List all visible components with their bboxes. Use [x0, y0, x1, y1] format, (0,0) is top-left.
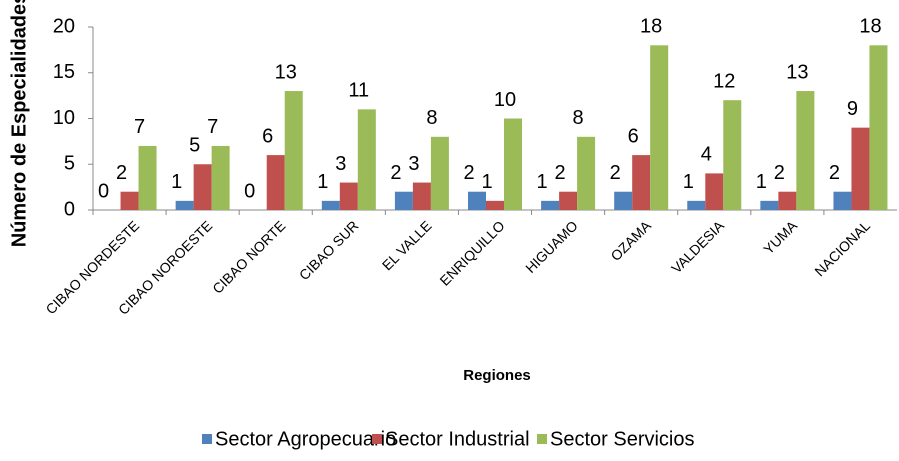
- bar: [175, 200, 194, 210]
- bar: [705, 173, 724, 210]
- bar: [321, 200, 340, 210]
- bar: [412, 182, 431, 210]
- y-tick-label: 5: [64, 153, 75, 175]
- x-tick-label: EL VALLE: [379, 217, 435, 273]
- data-label: 9: [847, 98, 858, 120]
- data-label: 1: [171, 171, 182, 193]
- x-tick-label: CIBAO SUR: [296, 217, 362, 283]
- data-label: 6: [628, 125, 639, 147]
- bar: [614, 191, 633, 210]
- bar: [468, 191, 486, 210]
- data-label: 0: [98, 180, 109, 202]
- bar: [394, 191, 413, 210]
- y-tick-label: 15: [53, 61, 75, 83]
- bar: [284, 91, 303, 210]
- data-label: 3: [335, 153, 346, 175]
- data-label: 1: [756, 171, 767, 193]
- data-label: 8: [426, 107, 437, 129]
- data-label: 4: [701, 144, 712, 166]
- data-label: 2: [390, 162, 401, 184]
- data-label: 2: [774, 162, 785, 184]
- y-tick-label: 20: [53, 15, 75, 37]
- bar: [632, 155, 651, 210]
- bar: [339, 182, 358, 210]
- bar: [357, 109, 376, 210]
- bar: [577, 136, 596, 210]
- bar: [430, 136, 449, 210]
- x-tick-label: VALDESIA: [668, 217, 727, 276]
- data-label: 2: [555, 162, 566, 184]
- data-label: 1: [317, 171, 328, 193]
- data-label: 2: [116, 162, 127, 184]
- x-tick-label: YUMA: [760, 217, 800, 257]
- bar: [120, 191, 139, 210]
- data-label: 2: [463, 162, 474, 184]
- data-label: 18: [859, 16, 881, 38]
- legend-swatch: [372, 434, 382, 444]
- data-label: 8: [573, 107, 584, 129]
- bar: [851, 127, 870, 210]
- data-label: 0: [244, 180, 255, 202]
- legend-label: Sector Agropecuario: [215, 428, 396, 450]
- x-tick-label: HIGUAMO: [522, 217, 581, 276]
- bar: [687, 200, 706, 210]
- bar: [796, 91, 815, 210]
- data-label: 12: [713, 70, 735, 92]
- legend-swatch: [202, 434, 212, 444]
- data-label: 13: [786, 61, 808, 83]
- legend-label: Sector Servicios: [550, 428, 695, 450]
- bar: [211, 145, 230, 210]
- x-tick-label: ENRIQUILLO: [436, 217, 507, 288]
- bar: [650, 45, 669, 210]
- bar: [193, 164, 212, 210]
- data-label: 3: [408, 153, 419, 175]
- data-label: 1: [481, 171, 492, 193]
- bar: [778, 191, 797, 210]
- legend-swatch: [537, 434, 547, 444]
- data-label: 7: [207, 116, 218, 138]
- data-label: 1: [683, 171, 694, 193]
- bar: [266, 155, 285, 210]
- data-label: 2: [610, 162, 621, 184]
- bar: [486, 200, 504, 210]
- data-label: 2: [829, 162, 840, 184]
- bar: [504, 118, 522, 210]
- data-label: 5: [189, 135, 200, 157]
- bar: [559, 191, 578, 210]
- x-tick-label: OZAMA: [607, 217, 654, 264]
- data-label: 10: [494, 89, 516, 111]
- bar: [869, 45, 888, 210]
- bar: [723, 100, 742, 210]
- x-tick-label: CIBAO NORTE: [209, 217, 288, 296]
- data-label: 18: [640, 16, 662, 38]
- data-label: 7: [134, 116, 145, 138]
- x-tick-label: NACIONAL: [811, 217, 873, 279]
- bar: [760, 200, 779, 210]
- bar: [541, 200, 560, 210]
- bar: [833, 191, 852, 210]
- data-label: 11: [348, 80, 369, 102]
- x-axis-title: Regiones: [463, 367, 531, 384]
- data-label: 13: [275, 61, 297, 83]
- bar: [138, 145, 157, 210]
- legend-label: Sector Industrial: [385, 428, 530, 450]
- data-label: 6: [262, 125, 273, 147]
- data-label: 1: [537, 171, 548, 193]
- y-tick-label: 10: [53, 107, 75, 129]
- y-axis-title: Número de Especialidades: [8, 0, 30, 247]
- y-tick-label: 0: [64, 198, 75, 220]
